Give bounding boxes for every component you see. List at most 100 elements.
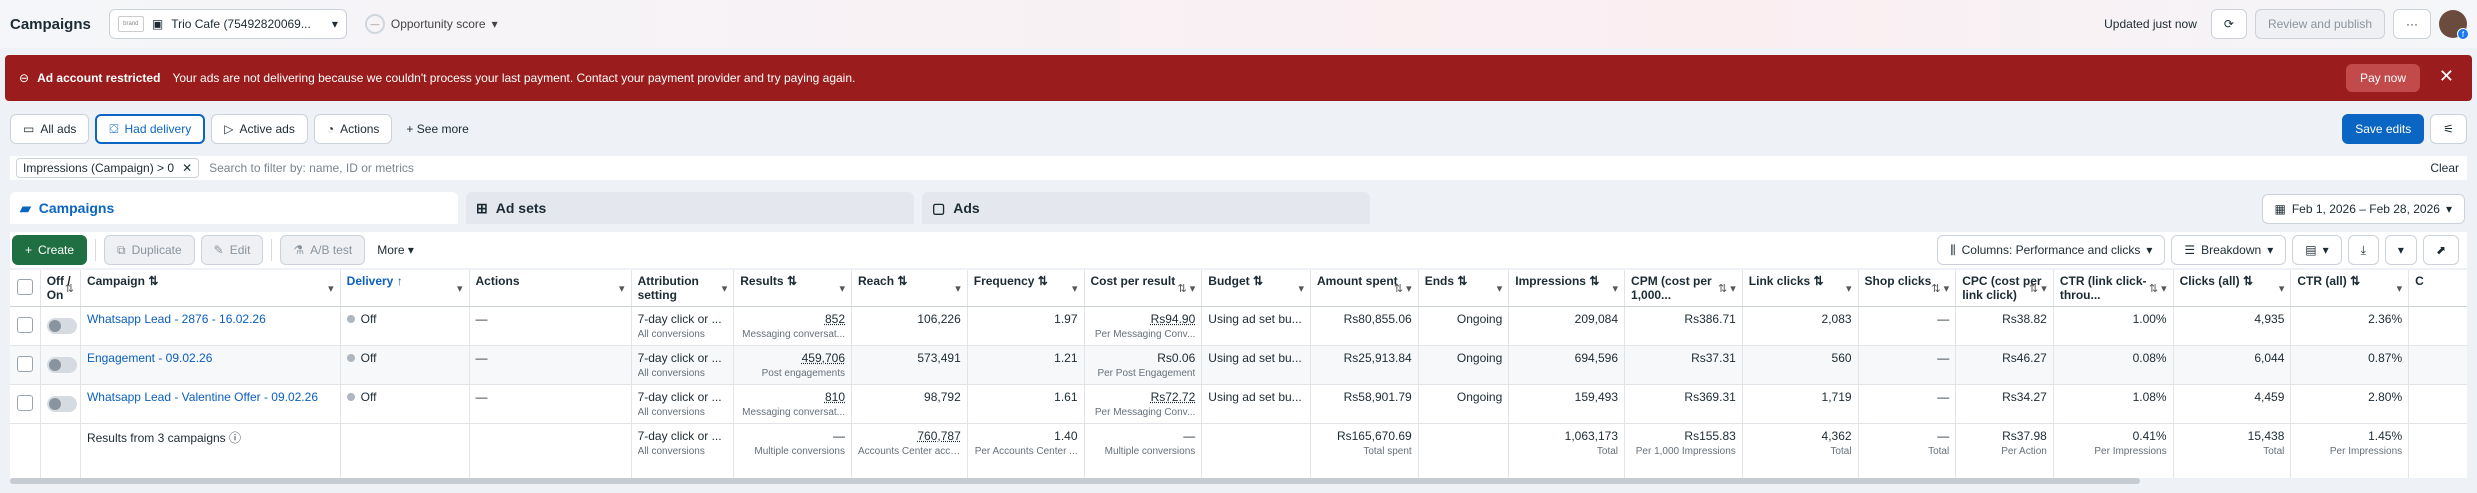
campaign-toggle[interactable]: [46, 396, 77, 412]
account-selector[interactable]: brand ▣ Trio Cafe (75492820069... ▾: [108, 9, 347, 39]
caret-down-icon[interactable]: ▾: [839, 283, 845, 295]
reports-button[interactable]: ▤ ▾: [2292, 235, 2342, 265]
sort-icon[interactable]: ⇅: [897, 274, 908, 288]
tab-ad-sets[interactable]: ⊞ Ad sets: [466, 192, 914, 224]
create-button[interactable]: + Create: [12, 235, 88, 265]
header-campaign[interactable]: Campaign ⇅ ▾: [80, 270, 341, 307]
table-row[interactable]: Engagement - 09.02.26 Off — 7-day click …: [10, 345, 2467, 385]
ab-test-button[interactable]: ⚗ A/B test: [280, 235, 366, 265]
sort-icon[interactable]: ⇅ ▾: [1931, 283, 1950, 295]
table-row[interactable]: Whatsapp Lead - Valentine Offer - 09.02.…: [10, 384, 2467, 424]
header-budget[interactable]: Budget ⇅ ▾: [1201, 270, 1311, 307]
more-button[interactable]: More ▾: [377, 243, 414, 257]
campaign-name[interactable]: Whatsapp Lead - Valentine Offer - 09.02.…: [80, 384, 341, 424]
columns-button[interactable]: ⫼ Columns: Performance and clicks ▾: [1937, 235, 2166, 265]
save-edits-button[interactable]: Save edits: [2342, 114, 2425, 144]
caret-down-icon[interactable]: ▾: [1846, 283, 1852, 295]
sort-icon[interactable]: ⇅ ▾: [1718, 283, 1736, 295]
breakdown-button[interactable]: ☰ Breakdown ▾: [2171, 235, 2287, 265]
date-range-picker[interactable]: ▦ Feb 1, 2026 – Feb 28, 2026 ▾: [2261, 194, 2465, 224]
campaign-toggle[interactable]: [46, 357, 77, 373]
row-checkbox[interactable]: [16, 395, 33, 411]
header-delivery[interactable]: Delivery ↑ ▾: [340, 270, 470, 307]
row-checkbox[interactable]: [16, 356, 33, 372]
tab-campaigns[interactable]: ▰ Campaigns: [10, 192, 458, 224]
filter-chip[interactable]: Impressions (Campaign) > 0 ✕: [16, 158, 200, 178]
caret-down-icon[interactable]: ▾: [456, 283, 463, 295]
export-button[interactable]: ⤓: [2347, 235, 2379, 265]
close-icon[interactable]: ✕: [2438, 66, 2454, 86]
sort-icon[interactable]: ⇅: [2242, 274, 2254, 288]
campaign-toggle[interactable]: [46, 318, 77, 334]
sort-icon[interactable]: ⇅: [2350, 274, 2361, 288]
opportunity-score[interactable]: — Opportunity score ▾: [364, 14, 498, 34]
caret-down-icon[interactable]: ▾: [955, 283, 961, 295]
campaign-name[interactable]: Whatsapp Lead - 2876 - 16.02.26: [80, 306, 341, 346]
header-link-clicks[interactable]: Link clicks ⇅ ▾: [1742, 270, 1859, 307]
horizontal-scrollbar[interactable]: [10, 478, 2140, 484]
charts-button[interactable]: ⬈: [2422, 235, 2459, 265]
header-cpm[interactable]: CPM (cost per 1,000... ⇅ ▾: [1624, 270, 1743, 307]
header-cpc[interactable]: CPC (cost per link click) ⇅ ▾: [1955, 270, 2054, 307]
header-reach[interactable]: Reach ⇅ ▾: [851, 270, 968, 307]
tab-ads[interactable]: ▢ Ads: [922, 192, 1370, 224]
campaign-name[interactable]: Engagement - 09.02.26: [80, 345, 341, 385]
sort-icon[interactable]: ⇅: [148, 274, 159, 288]
caret-down-icon[interactable]: ▾: [2396, 283, 2403, 295]
sort-icon[interactable]: ⇅: [1813, 274, 1824, 288]
sort-icon[interactable]: ⇅ ▾: [1393, 283, 1412, 295]
sort-icon[interactable]: ⇅ ▾: [2029, 283, 2047, 295]
sort-icon[interactable]: ⇅ ▾: [1177, 283, 1196, 295]
tab-active-ads[interactable]: ▷ Active ads: [211, 114, 308, 144]
sort-icon[interactable]: ⇅: [786, 274, 797, 288]
review-publish-button[interactable]: Review and publish: [2254, 9, 2385, 39]
sort-icon[interactable]: ⇅: [64, 283, 74, 295]
header-shop-clicks[interactable]: Shop clicks ⇅ ▾: [1858, 270, 1957, 307]
header-clicks-all[interactable]: Clicks (all) ⇅ ▾: [2173, 270, 2292, 307]
refresh-button[interactable]: ⟳: [2210, 9, 2247, 39]
duplicate-button[interactable]: ⧉ Duplicate: [104, 235, 195, 265]
header-ctr-all[interactable]: CTR (all) ⇅ ▾: [2290, 270, 2410, 307]
caret-down-icon[interactable]: ▾: [1612, 283, 1619, 295]
export-menu-button[interactable]: ▾: [2384, 235, 2417, 265]
header-ctr-link[interactable]: CTR (link click-throu... ⇅ ▾: [2053, 270, 2174, 307]
header-off-on[interactable]: Off / On ⇅: [40, 270, 81, 307]
caret-down-icon[interactable]: ▾: [328, 283, 334, 295]
caret-down-icon[interactable]: ▾: [619, 283, 625, 295]
caret-down-icon[interactable]: ▾: [1496, 283, 1503, 295]
filter-settings-button[interactable]: ⚟: [2430, 114, 2467, 144]
caret-down-icon[interactable]: ▾: [1071, 283, 1078, 295]
header-amount-spent[interactable]: Amount spent ⇅ ▾: [1310, 270, 1419, 307]
select-all-checkbox[interactable]: [16, 279, 33, 295]
search-input[interactable]: Search to filter by: name, ID or metrics: [209, 161, 414, 175]
sort-icon[interactable]: ⇅: [1589, 274, 1600, 288]
header-cost-per-result[interactable]: Cost per result ⇅ ▾: [1084, 270, 1203, 307]
info-icon[interactable]: ⓘ: [229, 431, 242, 445]
sort-icon[interactable]: ⇅: [1457, 274, 1468, 288]
sort-icon[interactable]: ⇅: [1037, 274, 1048, 288]
tab-all-ads[interactable]: ▭ All ads: [10, 114, 90, 144]
edit-button[interactable]: ✎ Edit: [200, 235, 264, 265]
header-attribution[interactable]: Attribution setting ▾: [631, 270, 735, 307]
avatar[interactable]: f: [2439, 10, 2469, 40]
tab-actions[interactable]: ◔ Actions: [313, 114, 393, 144]
pay-now-button[interactable]: Pay now: [2345, 64, 2420, 92]
header-c[interactable]: C: [2408, 270, 2467, 307]
sort-icon[interactable]: ⇅: [1252, 274, 1264, 288]
header-impressions[interactable]: Impressions ⇅ ▾: [1508, 270, 1626, 307]
more-options-button[interactable]: ···: [2393, 9, 2431, 39]
row-checkbox[interactable]: [16, 317, 33, 333]
sort-icon[interactable]: ⇅ ▾: [2148, 283, 2167, 295]
table-row[interactable]: Whatsapp Lead - 2876 - 16.02.26 Off — 7-…: [10, 306, 2467, 346]
header-actions[interactable]: Actions ▾: [469, 270, 632, 307]
header-ends[interactable]: Ends ⇅ ▾: [1418, 270, 1510, 307]
tab-had-delivery[interactable]: ⛋ Had delivery: [95, 114, 206, 144]
close-icon[interactable]: ✕: [182, 161, 193, 175]
caret-down-icon[interactable]: ▾: [2278, 283, 2285, 295]
see-more-button[interactable]: + See more: [406, 122, 469, 136]
sort-ascending-icon[interactable]: ↑: [396, 274, 403, 288]
header-results[interactable]: Results ⇅ ▾: [733, 270, 852, 307]
caret-down-icon[interactable]: ▾: [721, 283, 728, 295]
header-frequency[interactable]: Frequency ⇅ ▾: [967, 270, 1085, 307]
clear-button[interactable]: Clear: [2430, 161, 2459, 175]
